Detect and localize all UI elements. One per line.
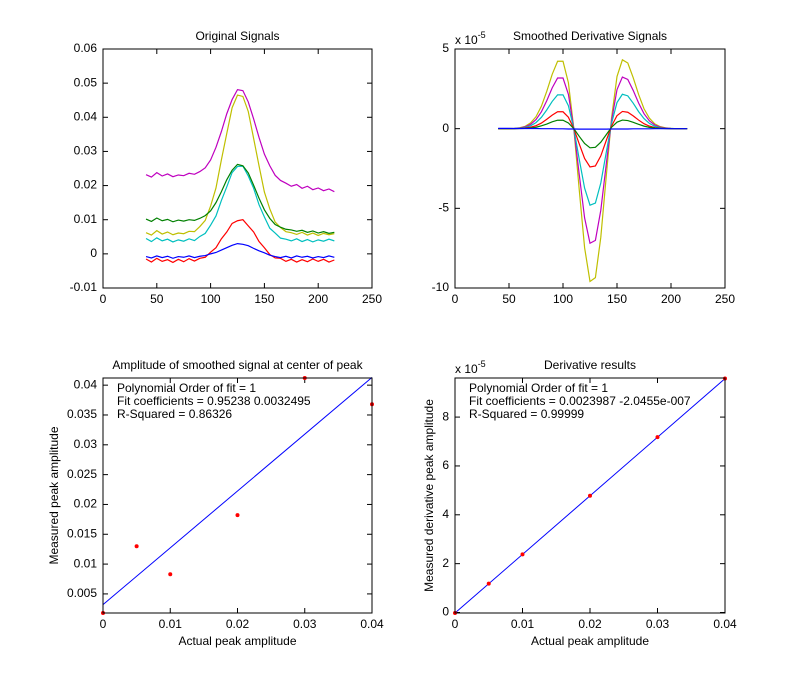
y-tick-label: 0.04 bbox=[74, 377, 98, 391]
y-tick-label: -0.01 bbox=[70, 280, 98, 294]
y-tick-label: 0.01 bbox=[74, 212, 98, 226]
y-multiplier-exponent: -5 bbox=[478, 359, 486, 369]
y-tick-label: 0.06 bbox=[74, 41, 98, 55]
y-multiplier-base: x 10 bbox=[455, 362, 478, 376]
axes-box bbox=[454, 377, 726, 614]
data-point bbox=[134, 544, 139, 549]
x-tick-label: 100 bbox=[201, 292, 221, 306]
x-tick-label: 150 bbox=[254, 292, 274, 306]
data-point bbox=[235, 513, 240, 518]
x-tick-label: 0.02 bbox=[578, 617, 602, 631]
axes-box bbox=[454, 48, 726, 289]
y-axis-label: Measured peak amplitude bbox=[47, 426, 61, 564]
x-tick-label: 0.01 bbox=[511, 617, 535, 631]
x-tick-label: 0.03 bbox=[646, 617, 670, 631]
data-point bbox=[520, 552, 525, 557]
chart-title: Amplitude of smoothed signal at center o… bbox=[112, 358, 363, 372]
axes-box bbox=[102, 48, 373, 289]
y-tick-label: 0.04 bbox=[74, 109, 98, 123]
y-tick-label: 0 bbox=[442, 121, 449, 135]
plot-area bbox=[103, 378, 372, 613]
x-tick-label: 250 bbox=[715, 292, 735, 306]
axes-box bbox=[102, 377, 373, 614]
x-tick-label: 0 bbox=[452, 617, 459, 631]
y-tick-label: 5 bbox=[442, 41, 449, 55]
fit-annotation: Fit coefficients = 0.95238 0.0032495 bbox=[117, 394, 311, 408]
y-tick-label: 2 bbox=[442, 556, 449, 570]
signal-line bbox=[498, 127, 688, 130]
data-point bbox=[655, 435, 660, 440]
y-tick-label: 0.03 bbox=[74, 437, 98, 451]
plot-area bbox=[455, 49, 725, 288]
y-tick-label: 8 bbox=[442, 409, 449, 423]
signal-line bbox=[145, 242, 335, 259]
x-tick-label: 50 bbox=[502, 292, 516, 306]
x-tick-label: 50 bbox=[150, 292, 164, 306]
y-multiplier-exponent: -5 bbox=[478, 30, 486, 40]
signal-line bbox=[145, 94, 335, 237]
fit-annotation: Fit coefficients = 0.0023987 -2.0455e-00… bbox=[469, 394, 691, 408]
y-tick-label: -10 bbox=[432, 280, 450, 294]
y-tick-label: 0.01 bbox=[74, 556, 98, 570]
fit-annotation: Polynomial Order of fit = 1 bbox=[117, 381, 256, 395]
fit-annotation: Polynomial Order of fit = 1 bbox=[469, 381, 608, 395]
signal-line bbox=[498, 58, 688, 283]
y-tick-label: 0.025 bbox=[67, 467, 97, 481]
y-multiplier: x 10-5 bbox=[455, 359, 486, 376]
x-tick-label: 0.04 bbox=[713, 617, 737, 631]
y-tick-label: 0.015 bbox=[67, 526, 97, 540]
signal-line bbox=[145, 165, 335, 243]
y-tick-label: 6 bbox=[442, 458, 449, 472]
signal-line bbox=[145, 219, 335, 264]
y-tick-label: 0.03 bbox=[74, 144, 98, 158]
x-tick-label: 200 bbox=[308, 292, 328, 306]
signal-line bbox=[145, 88, 335, 193]
y-tick-label: 4 bbox=[442, 507, 449, 521]
y-tick-label: 0.02 bbox=[74, 497, 98, 511]
x-tick-label: 0.03 bbox=[293, 617, 317, 631]
x-tick-label: 0 bbox=[100, 617, 107, 631]
data-point bbox=[486, 581, 491, 586]
y-axis-label: Measured derivative peak amplitude bbox=[422, 399, 436, 592]
x-axis-label: Actual peak amplitude bbox=[178, 634, 296, 648]
y-tick-label: 0.02 bbox=[74, 178, 98, 192]
y-multiplier-base: x 10 bbox=[455, 33, 478, 47]
x-tick-label: 200 bbox=[661, 292, 681, 306]
y-tick-label: 0 bbox=[90, 246, 97, 260]
x-tick-label: 0 bbox=[452, 292, 459, 306]
y-tick-label: 0.05 bbox=[74, 75, 98, 89]
x-tick-label: 0.01 bbox=[159, 617, 183, 631]
y-tick-label: -5 bbox=[438, 201, 449, 215]
signal-line bbox=[498, 76, 688, 245]
fit-annotation: R-Squared = 0.99999 bbox=[469, 407, 584, 421]
x-tick-label: 0.04 bbox=[360, 617, 384, 631]
x-tick-label: 150 bbox=[607, 292, 627, 306]
plot-area bbox=[103, 49, 372, 288]
y-tick-label: 0.035 bbox=[67, 407, 97, 421]
x-axis-label: Actual peak amplitude bbox=[531, 634, 649, 648]
x-tick-label: 0 bbox=[100, 292, 107, 306]
y-tick-label: 0 bbox=[442, 605, 449, 619]
fit-line bbox=[102, 377, 373, 606]
y-multiplier: x 10-5 bbox=[455, 30, 486, 47]
signal-line bbox=[498, 93, 688, 206]
x-tick-label: 250 bbox=[362, 292, 382, 306]
data-point bbox=[168, 572, 173, 577]
data-point bbox=[588, 493, 592, 498]
chart-title: Smoothed Derivative Signals bbox=[513, 29, 667, 43]
chart-title: Original Signals bbox=[195, 29, 279, 43]
x-tick-label: 0.02 bbox=[226, 617, 250, 631]
fit-annotation: R-Squared = 0.86326 bbox=[117, 407, 232, 421]
x-tick-label: 100 bbox=[553, 292, 573, 306]
signal-line bbox=[145, 163, 335, 234]
chart-title: Derivative results bbox=[544, 358, 636, 372]
y-tick-label: 0.005 bbox=[67, 586, 97, 600]
